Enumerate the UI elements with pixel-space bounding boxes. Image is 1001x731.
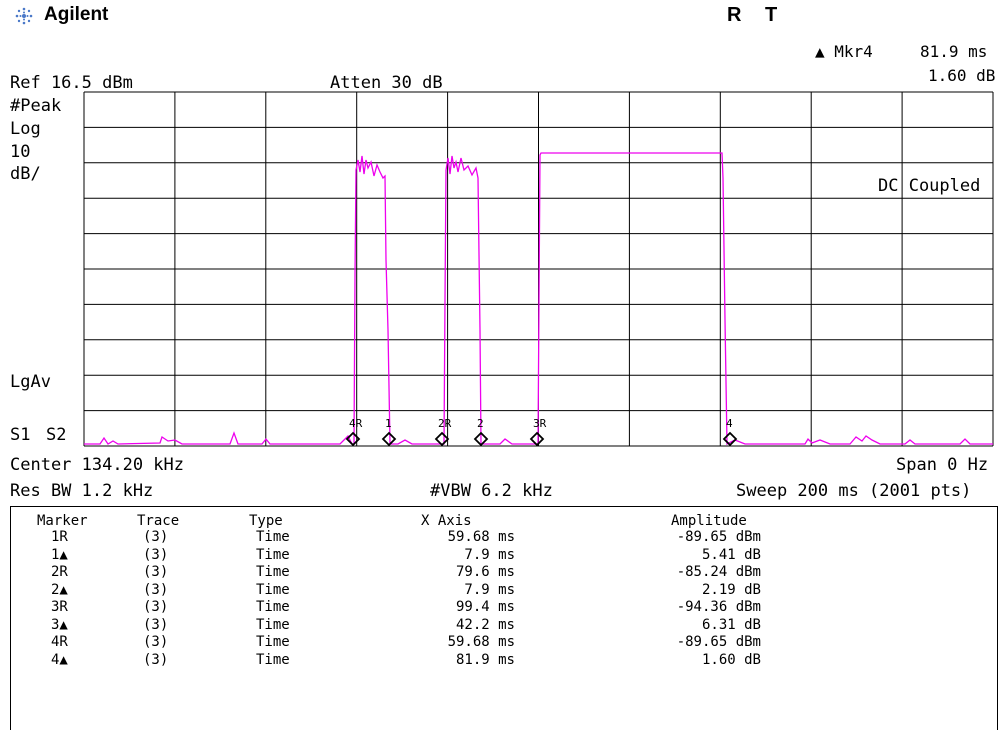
- sweep: Sweep 200 ms (2001 pts): [736, 481, 972, 501]
- marker-diamond-icon: [722, 431, 738, 447]
- trace-number: (3): [143, 651, 169, 668]
- amplitude-value: -85.24 dBm: [676, 564, 761, 580]
- active-marker-y: 1.60 dB: [928, 66, 996, 85]
- graticule: [83, 91, 994, 447]
- scale-type: Log: [10, 119, 41, 139]
- detector: #Peak: [10, 96, 62, 116]
- averaging: LgAv: [10, 372, 51, 392]
- marker-id: 3R: [51, 599, 68, 615]
- agilent-logo-icon: [15, 7, 33, 25]
- marker-id: 4▲: [51, 651, 68, 668]
- active-marker-x: 81.9 ms: [920, 42, 988, 61]
- marker-label: 1: [385, 417, 392, 430]
- marker-group: 4R 1 2R 2 3R 4: [345, 417, 738, 447]
- marker-type: Time: [256, 581, 290, 598]
- x-axis-value: 59.68 ms: [447, 529, 515, 545]
- s2-label: S2: [46, 425, 67, 445]
- amplitude-value: -89.65 dBm: [676, 634, 761, 650]
- marker-type: Time: [256, 616, 290, 633]
- status-t: T: [765, 4, 778, 26]
- header-marker: Marker: [37, 513, 88, 529]
- marker-diamond-icon: [434, 431, 450, 447]
- marker-label: 4: [726, 417, 733, 430]
- brand-name: Agilent: [44, 4, 109, 25]
- spectrum-display: 4R 1 2R 2 3R 4: [83, 91, 994, 447]
- marker-id: 2R: [51, 564, 68, 580]
- marker-label: 2R: [438, 417, 452, 430]
- header-type: Type: [249, 513, 283, 529]
- coupling: DC Coupled: [878, 176, 981, 196]
- marker-type: Time: [256, 651, 290, 668]
- trace-number: (3): [143, 581, 169, 598]
- header-trace: Trace: [137, 513, 180, 529]
- marker-type: Time: [256, 529, 290, 545]
- active-marker-label: ▲ Mkr4: [815, 42, 873, 61]
- trace-line: [84, 152, 993, 446]
- marker-type: Time: [256, 564, 290, 580]
- trace-number: (3): [143, 599, 169, 615]
- x-axis-value: 81.9 ms: [455, 651, 515, 668]
- header-amplitude: Amplitude: [671, 513, 747, 529]
- x-axis-value: 7.9 ms: [464, 546, 515, 563]
- marker-id: 2▲: [51, 581, 68, 598]
- vbw: #VBW 6.2 kHz: [430, 481, 553, 501]
- reference-level: Ref 16.5 dBm: [10, 73, 133, 93]
- trace-number: (3): [143, 634, 169, 650]
- marker-type: Time: [256, 599, 290, 615]
- x-axis-value: 7.9 ms: [464, 581, 515, 598]
- res-bw: Res BW 1.2 kHz: [10, 481, 154, 501]
- trace-number: (3): [143, 546, 169, 563]
- marker-id: 1R: [51, 529, 68, 545]
- amplitude-value: -89.65 dBm: [676, 529, 761, 545]
- center-frequency: Center 134.20 kHz: [10, 455, 184, 475]
- attenuation: Atten 30 dB: [330, 73, 443, 93]
- trace-number: (3): [143, 616, 169, 633]
- amplitude-value: 2.19 dB: [701, 581, 761, 598]
- scale-value: 10: [10, 142, 31, 162]
- marker-label: 4R: [349, 417, 363, 430]
- status-r: R: [727, 4, 742, 26]
- marker-diamond-icon: [529, 431, 545, 447]
- marker-id: 3▲: [51, 616, 68, 633]
- span: Span 0 Hz: [896, 455, 989, 475]
- amplitude-value: 5.41 dB: [701, 546, 761, 563]
- marker-id: 4R: [51, 634, 68, 650]
- marker-diamond-icon: [345, 431, 361, 447]
- marker-type: Time: [256, 546, 290, 563]
- scale-unit: dB/: [10, 164, 41, 184]
- marker-id: 1▲: [51, 546, 68, 563]
- marker-label: 2: [477, 417, 484, 430]
- s1-label: S1: [10, 425, 31, 445]
- trace-number: (3): [143, 564, 169, 580]
- header-x-axis: X Axis: [421, 513, 472, 529]
- amplitude-value: 1.60 dB: [701, 651, 761, 668]
- x-axis-value: 79.6 ms: [455, 564, 515, 580]
- amplitude-value: 6.31 dB: [701, 616, 761, 633]
- trace-number: (3): [143, 529, 169, 545]
- marker-label: 3R: [533, 417, 547, 430]
- x-axis-value: 99.4 ms: [455, 599, 515, 615]
- marker-diamond-icon: [381, 431, 397, 447]
- marker-type: Time: [256, 634, 290, 650]
- marker-table: Marker Trace Type X Axis Amplitude 1R (3)…: [10, 506, 998, 730]
- x-axis-value: 59.68 ms: [447, 634, 515, 650]
- amplitude-value: -94.36 dBm: [676, 599, 761, 615]
- marker-diamond-icon: [473, 431, 489, 447]
- x-axis-value: 42.2 ms: [455, 616, 515, 633]
